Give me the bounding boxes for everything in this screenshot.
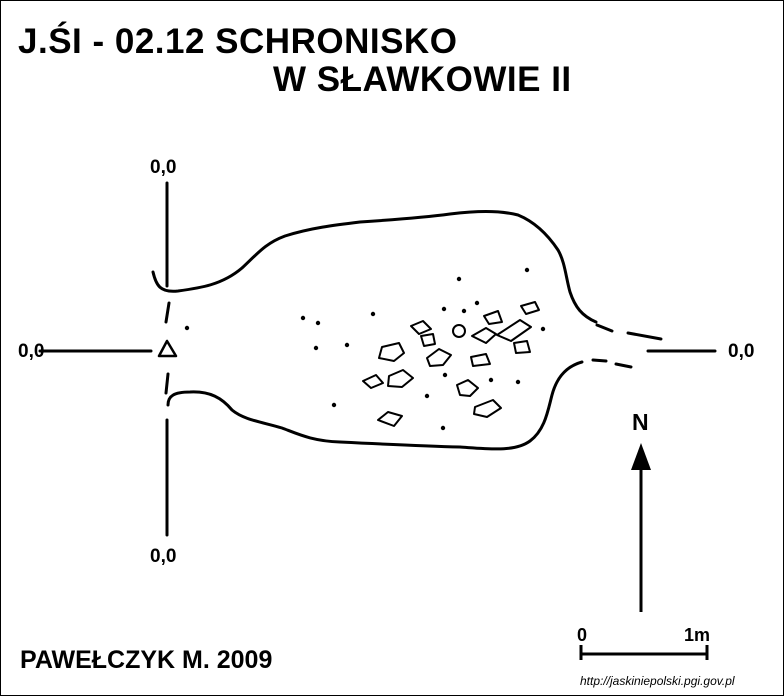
boulder [470,353,491,367]
boulder [452,324,466,338]
scale-end-label: 1m [684,625,711,645]
boulder [378,342,405,362]
boulder [513,340,531,354]
boulders [362,301,540,427]
cave-wall-upper-dash-2 [626,331,663,341]
author-credit: PAWEŁCZYK M. 2009 [20,646,273,674]
boulder [426,348,452,367]
coordinate-label-left: 0,0 [18,341,45,362]
coordinate-label-top: 0,0 [150,157,177,178]
north-label: N [632,409,649,435]
title-line-1: J.ŚI - 02.12 SCHRONISKO [18,22,458,61]
scale-start-label: 0 [577,625,588,645]
scale-bar [579,645,709,660]
coordinate-label-bottom: 0,0 [150,546,177,567]
boulder [410,320,432,335]
boulder [473,399,502,418]
axis-bottom-dash [164,372,170,395]
coordinate-label-right: 0,0 [728,341,755,362]
cave-wall-upper [151,210,598,324]
axis-top-dash [164,301,171,324]
boulder [387,369,414,388]
boulder [496,319,532,342]
title-line-2: W SŁAWKOWIE II [273,60,572,99]
boulder [362,374,384,389]
boulder [520,301,540,315]
cave-wall-lower-dash [591,358,608,363]
north-arrow-icon [631,443,651,612]
survey-station-icon [157,339,178,358]
debris-dots [184,267,546,431]
source-url: http://jaskiniepolski.pgi.gov.pl [580,674,735,688]
cave-wall-upper-dash [595,323,614,333]
boulder [483,310,503,325]
cave-wall-lower [166,360,584,451]
boulder [456,379,479,397]
boulder [377,411,403,427]
boulder [420,333,436,347]
boulder [471,327,497,344]
cave-wall-lower-dash-2 [614,362,633,369]
